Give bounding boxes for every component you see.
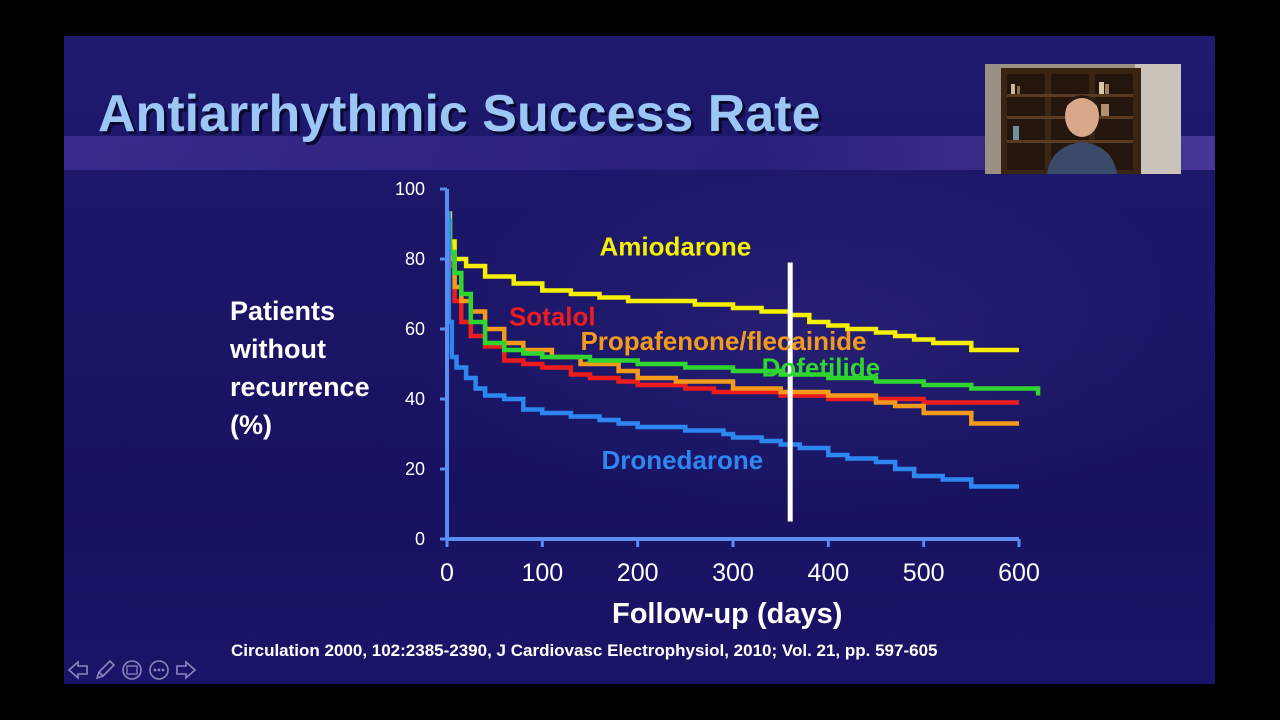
- series-layer: [446, 211, 1041, 489]
- y-axis-label-line: without: [230, 334, 326, 364]
- y-axis-label: Patients without recurrence (%): [230, 292, 370, 444]
- y-tick-label: 0: [415, 529, 425, 549]
- series-line-dofetilide: [447, 218, 1041, 396]
- citation: Circulation 2000, 102:2385-2390, J Cardi…: [231, 641, 938, 660]
- slide-title: Antiarrhythmic Success Rate: [98, 85, 821, 143]
- series-label-sotalol: Sotalol: [509, 302, 596, 332]
- series-line-propafenone-flecainide: [447, 221, 1019, 426]
- series-label-dofetilide: Dofetilide: [762, 352, 880, 382]
- y-tick-label: 40: [405, 389, 425, 409]
- annotation-layer: AmiodaroneSotalolPropafenone/flecainideD…: [509, 232, 880, 476]
- presenter-webcam-icon: [985, 64, 1181, 174]
- webcam-image: [985, 64, 1181, 174]
- series-label-amiodarone: Amiodarone: [600, 232, 752, 262]
- pen-icon[interactable]: [93, 658, 117, 682]
- previous-arrow-icon[interactable]: [66, 658, 90, 682]
- y-tick-label: 60: [405, 319, 425, 339]
- x-tick-label: 0: [440, 559, 454, 587]
- y-axis-label-line: (%): [230, 410, 272, 440]
- series-label-dronedarone: Dronedarone: [601, 445, 763, 475]
- series-line-dronedarone: [446, 211, 1019, 489]
- slides-menu-icon[interactable]: [120, 658, 144, 682]
- series-line-amiodarone: [447, 211, 1019, 353]
- next-arrow-icon[interactable]: [174, 658, 198, 682]
- series-line-sotalol: [447, 228, 1019, 405]
- x-tick-label: 500: [903, 559, 945, 587]
- x-tick-label: 600: [998, 559, 1040, 587]
- x-tick-label: 400: [807, 559, 849, 587]
- more-options-icon[interactable]: [147, 658, 171, 682]
- y-tick-label: 20: [405, 459, 425, 479]
- y-axis-label-line: recurrence: [230, 372, 370, 402]
- x-axis-label: Follow-up (days): [612, 598, 843, 630]
- axis-layer: 0 20 40 60 80 100 0 100 200 300 400 500 600: [395, 179, 1040, 587]
- y-tick-label: 100: [395, 179, 425, 199]
- y-axis-label-line: Patients: [230, 296, 336, 326]
- survival-chart: 0 20 40 60 80 100 0 100 200 300 400 500 600 Amiodaro…: [395, 179, 1041, 587]
- x-tick-label: 300: [712, 559, 754, 587]
- series-label-propafenone-flecainide: Propafenone/flecainide: [580, 326, 866, 356]
- x-tick-label: 100: [521, 559, 563, 587]
- slide: Antiarrhythmic Success Rate 0 20 40 60 80 100…: [64, 36, 1215, 684]
- y-tick-label: 80: [405, 249, 425, 269]
- slide-nav: [66, 658, 198, 682]
- x-tick-label: 200: [617, 559, 659, 587]
